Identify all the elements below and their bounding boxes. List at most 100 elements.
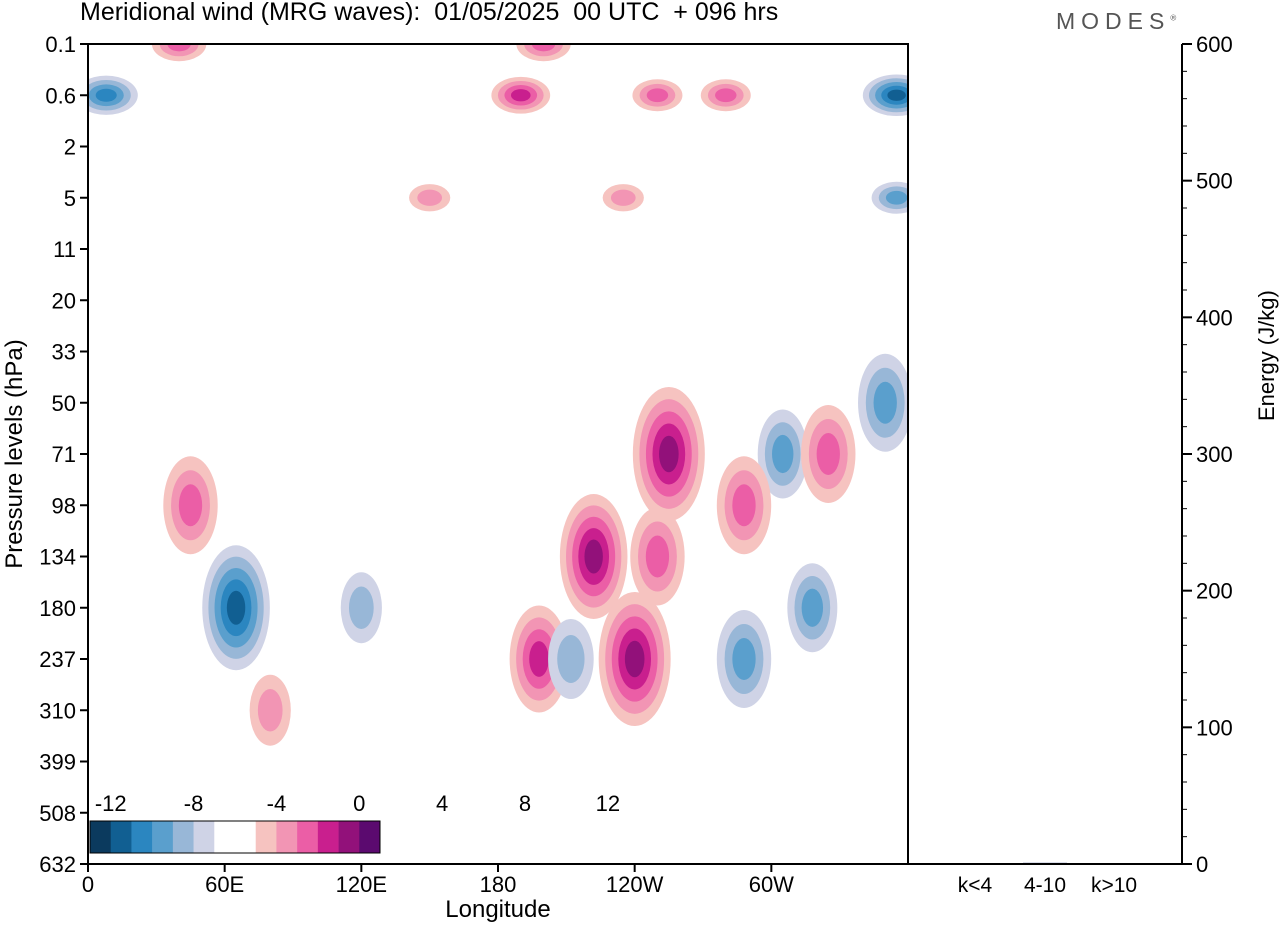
contour-feature bbox=[858, 353, 908, 452]
heatmap-contours bbox=[88, 44, 908, 746]
logo-registered-mark: ® bbox=[1170, 13, 1177, 23]
contour-feature bbox=[700, 79, 751, 112]
contour-level bbox=[659, 435, 679, 473]
y-tick-label: 0.1 bbox=[45, 32, 76, 57]
colorbar-swatch bbox=[90, 821, 112, 853]
energy-tick-label: 200 bbox=[1196, 579, 1233, 604]
colorbar-swatch bbox=[276, 821, 298, 853]
x-axis-label: Longitude bbox=[445, 896, 550, 923]
contour-level bbox=[873, 381, 897, 424]
chart-title: Meridional wind (MRG waves): 01/05/2025 … bbox=[80, 0, 779, 26]
contour-feature bbox=[801, 405, 856, 503]
energy-tick-label: 400 bbox=[1196, 305, 1233, 330]
contour-level bbox=[178, 484, 203, 527]
contour-feature bbox=[509, 605, 569, 713]
colorbar-swatch bbox=[110, 821, 132, 853]
energy-axis-label: Energy (J/kg) bbox=[1254, 290, 1279, 421]
contour-level bbox=[715, 88, 737, 103]
colorbar-swatch bbox=[193, 821, 215, 853]
contour-level bbox=[610, 189, 636, 206]
contour-feature bbox=[516, 44, 571, 62]
y-tick-label: 98 bbox=[52, 493, 76, 518]
colorbar-swatch bbox=[235, 821, 257, 853]
y-tick-label: 508 bbox=[39, 801, 76, 826]
y-tick-label: 50 bbox=[52, 391, 76, 416]
contour-feature bbox=[632, 387, 705, 521]
y-tick-label: 20 bbox=[52, 288, 76, 313]
contour-level bbox=[732, 638, 756, 680]
y-tick-label: 632 bbox=[39, 852, 76, 877]
contour-feature bbox=[757, 409, 808, 499]
contour-feature bbox=[630, 507, 685, 606]
colorbar-swatch bbox=[338, 821, 360, 853]
y-tick-label: 0.6 bbox=[45, 83, 76, 108]
contour-feature bbox=[163, 456, 218, 555]
contour-level bbox=[510, 89, 531, 102]
contour-feature bbox=[88, 75, 138, 115]
logo-text: MODES bbox=[1056, 8, 1171, 34]
contour-feature bbox=[151, 44, 207, 62]
contour-level bbox=[801, 588, 824, 627]
contour-level bbox=[348, 586, 374, 630]
contour-feature bbox=[548, 619, 594, 699]
colorbar-tick-label: -4 bbox=[267, 791, 287, 816]
y-tick-label: 399 bbox=[39, 750, 76, 775]
contour-feature bbox=[491, 76, 551, 114]
contour-level bbox=[772, 434, 794, 474]
contour-feature bbox=[716, 456, 772, 555]
axes: 0.1 0.6 2 5 11 20 33 50 71 98 134 180 237 310 399 508 63… bbox=[1, 32, 1279, 923]
colorbar-tick-label: 8 bbox=[519, 791, 531, 816]
contour-feature bbox=[632, 79, 683, 112]
contour-level bbox=[167, 44, 191, 52]
contour-level bbox=[417, 189, 443, 206]
y-tick-label: 2 bbox=[64, 135, 76, 160]
colorbar: -12 -8 -4 0 4 8 12 bbox=[88, 785, 620, 855]
contour-feature bbox=[202, 545, 270, 671]
x-tick-label: 120E bbox=[336, 872, 387, 897]
energy-category-label: 4-10 bbox=[1024, 874, 1066, 897]
contour-feature bbox=[871, 181, 908, 214]
y-axis-label: Pressure levels (hPa) bbox=[1, 339, 28, 568]
energy-tick-label: 500 bbox=[1196, 169, 1233, 194]
energy-tick-label: 0 bbox=[1196, 852, 1208, 877]
contour-level bbox=[885, 190, 908, 205]
x-tick-label: 60E bbox=[205, 872, 244, 897]
contour-level bbox=[95, 88, 117, 102]
contour-feature bbox=[787, 563, 838, 653]
contour-feature bbox=[716, 610, 772, 708]
colorbar-tick-label: 0 bbox=[353, 791, 365, 816]
contour-feature bbox=[862, 74, 908, 117]
colorbar-tick-label: -8 bbox=[184, 791, 204, 816]
x-tick-label: 0 bbox=[82, 872, 94, 897]
modes-logo: MODES® bbox=[1056, 8, 1176, 35]
contour-level bbox=[584, 539, 603, 574]
colorbar-tick-label: 4 bbox=[436, 791, 448, 816]
y-tick-label: 5 bbox=[64, 186, 76, 211]
y-tick-label: 310 bbox=[39, 698, 76, 723]
colorbar-swatch bbox=[131, 821, 153, 853]
colorbar-swatch bbox=[172, 821, 194, 853]
contour-level bbox=[887, 89, 906, 101]
contour-level bbox=[529, 641, 549, 677]
contour-level bbox=[531, 44, 556, 52]
x-tick-label: 120W bbox=[606, 872, 664, 897]
contour-level bbox=[226, 590, 246, 625]
colorbar-swatch bbox=[214, 821, 236, 853]
colorbar-swatch bbox=[297, 821, 319, 853]
y-tick-label: 33 bbox=[52, 340, 76, 365]
contour-feature bbox=[602, 184, 644, 212]
contour-level bbox=[557, 635, 585, 683]
energy-tick-label: 300 bbox=[1196, 442, 1233, 467]
y-tick-label: 11 bbox=[53, 237, 76, 262]
y-tick-label: 134 bbox=[39, 545, 76, 570]
x-tick-label: 180 bbox=[480, 872, 517, 897]
energy-tick-label: 100 bbox=[1196, 715, 1233, 740]
colorbar-swatch bbox=[359, 821, 381, 853]
contour-level bbox=[816, 433, 840, 475]
y-tick-label: 71 bbox=[52, 442, 76, 467]
contour-feature bbox=[409, 184, 451, 212]
contour-level bbox=[645, 535, 670, 578]
colorbar-tick-label: 12 bbox=[596, 791, 620, 816]
colorbar-swatch bbox=[317, 821, 339, 853]
